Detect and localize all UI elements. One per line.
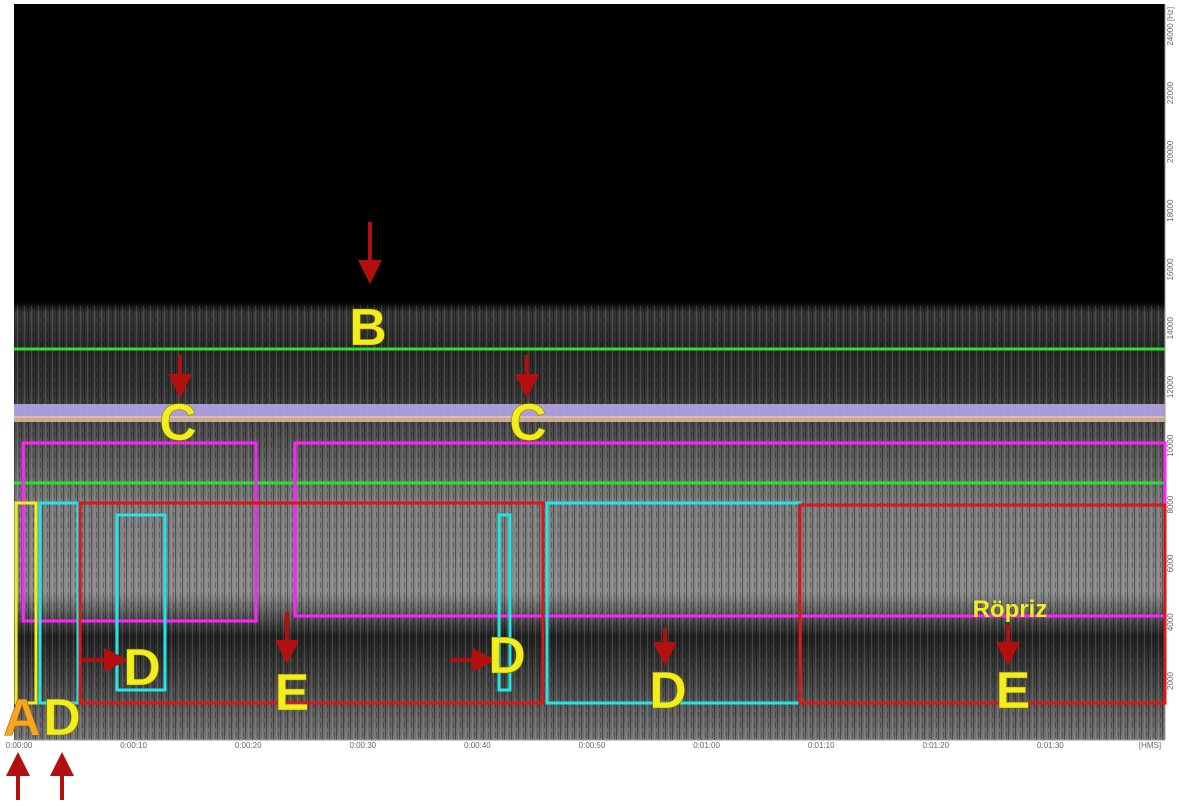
x-tick-label: 0:00:10 [120, 741, 147, 750]
x-tick-label: 0:00:40 [464, 741, 491, 750]
y-tick-label: 12000 [1166, 375, 1175, 398]
y-tick-label: 10000 [1166, 434, 1175, 457]
x-tick-label: 0:01:10 [808, 741, 835, 750]
y-tick-label: 6000 [1166, 554, 1175, 572]
annotation-label: D [123, 639, 161, 697]
y-tick-label: 4000 [1166, 613, 1175, 631]
annotation-label: Röpriz [973, 596, 1048, 623]
y-tick-label: 16000 [1166, 258, 1175, 281]
annotation-label: D [488, 627, 526, 685]
x-tick-label: 0:00:20 [235, 741, 262, 750]
annotation-label: B [349, 299, 387, 357]
boxes [14, 347, 1167, 705]
x-tick-label: 0:01:20 [922, 741, 949, 750]
y-tick-label: 8000 [1166, 495, 1175, 513]
annotation-label: E [275, 664, 310, 722]
annotation-label: E [996, 662, 1031, 720]
x-tick-label: 0:00:50 [579, 741, 606, 750]
x-tick-label: 0:00:00 [6, 741, 33, 750]
y-tick-label: 24000 [Hz] [1166, 7, 1175, 46]
y-tick-label: 14000 [1166, 317, 1175, 340]
x-tick-label: 0:01:00 [693, 741, 720, 750]
x-tick-label: 0:00:30 [349, 741, 376, 750]
axes: 2000 4000 6000 8000 10000 12000 14000 16000 1800… [6, 4, 1175, 750]
y-tick-label: 22000 [1166, 81, 1175, 104]
spectrogram [14, 4, 1165, 740]
y-tick-label: 2000 [1166, 672, 1175, 690]
arrows [6, 222, 1020, 800]
annotation-label: C [509, 394, 547, 452]
y-tick-label: 18000 [1166, 199, 1175, 222]
annotation-label: D [649, 662, 687, 720]
annotation-label: D [43, 689, 81, 747]
annotation-label: A [3, 689, 41, 747]
y-tick-label: 20000 [1166, 140, 1175, 163]
x-tick-label: [HMS] [1139, 741, 1161, 750]
x-tick-label: 0:01:30 [1037, 741, 1064, 750]
annotation-label: C [159, 394, 197, 452]
